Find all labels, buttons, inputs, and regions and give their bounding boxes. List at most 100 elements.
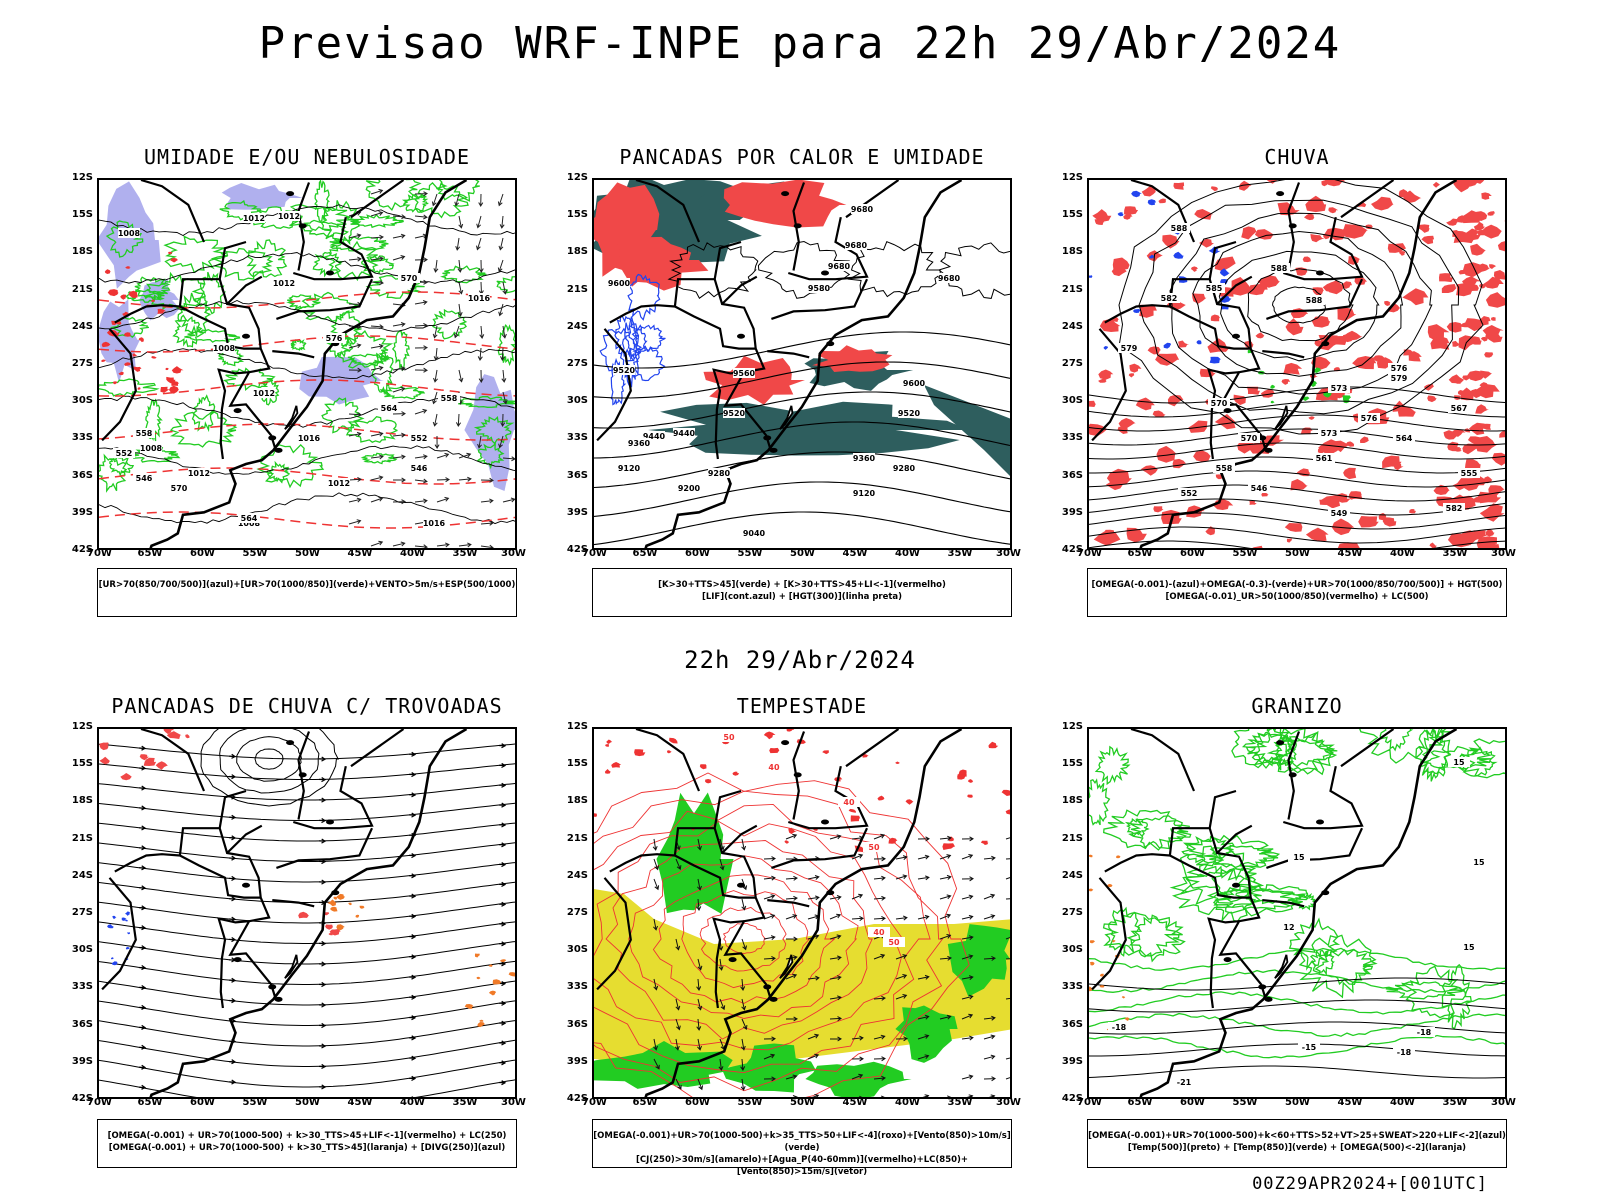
streamline-arrow	[138, 805, 147, 811]
wind-vector	[939, 955, 952, 961]
legend-line: [OMEGA(-0.001)+UR>70(1000-500)+k>35_TTS>…	[593, 1131, 1011, 1153]
contour-label-bg	[613, 365, 635, 375]
wind-vector	[414, 233, 428, 239]
streamline-arrow	[228, 753, 237, 759]
latitude-label: 12S	[71, 721, 93, 732]
temp850-contour	[1185, 834, 1276, 874]
wind-vector	[785, 1016, 798, 1022]
wind-vector	[458, 369, 464, 383]
longitude-label: 30W	[501, 1097, 526, 1108]
contour-label: 9280	[708, 469, 731, 478]
rain-area	[1152, 410, 1166, 418]
wind-vector	[497, 193, 504, 207]
omega-strong-area	[1312, 367, 1321, 373]
longitude-label: 50W	[1285, 1097, 1310, 1108]
country-state-border	[771, 827, 868, 869]
rain-area	[1312, 287, 1324, 296]
wind-vector	[939, 1014, 952, 1020]
contour-label-bg	[838, 797, 860, 807]
wind-vector	[414, 478, 428, 484]
country-state-border	[635, 729, 701, 792]
contour-label-bg	[140, 443, 162, 453]
precipitable-water-detail	[634, 749, 646, 757]
precipitable-water-detail	[784, 840, 789, 844]
temp850-contour	[1181, 836, 1235, 864]
contour-label-bg	[1213, 463, 1235, 473]
small-lake	[763, 984, 772, 990]
contour-label-bg	[733, 368, 755, 378]
longitude-label: 40W	[895, 548, 920, 559]
latitude-label: 36S	[566, 1018, 588, 1030]
rain-area	[1384, 300, 1391, 306]
longitude-label: 55W	[737, 1097, 763, 1108]
panel-title-pancadas-calor: PANCADAS POR CALOR E UMIDADE	[619, 145, 985, 169]
wind-vector	[392, 541, 406, 547]
rain-area	[1147, 346, 1161, 355]
wind-vector	[763, 935, 776, 940]
country-state-border	[101, 328, 137, 442]
streamline-arrow	[228, 814, 237, 820]
rain-area	[1089, 400, 1096, 407]
wind-vector	[502, 281, 508, 295]
wind-vector	[895, 994, 908, 1000]
wind-vector	[697, 1078, 704, 1091]
country-state-border	[101, 877, 137, 991]
latitude-label: 33S	[1061, 981, 1083, 993]
streamline-arrow	[318, 981, 327, 988]
rain-area	[1481, 192, 1492, 200]
humidity-low-levels-contour	[321, 397, 365, 434]
wind-vector	[696, 978, 702, 991]
latitude-label: 21S	[566, 283, 588, 295]
rain-area	[1461, 180, 1480, 187]
k-tts-area	[648, 401, 969, 456]
wind-vector	[851, 853, 864, 860]
rain-area	[1452, 340, 1461, 347]
wind-vector	[917, 1034, 930, 1040]
country-state-border	[635, 180, 701, 243]
temp850-contour	[1421, 729, 1452, 782]
rain-area	[1118, 418, 1136, 429]
wind-vector	[895, 855, 908, 860]
humidity-low-levels-contour	[129, 446, 181, 463]
contour-label-bg	[118, 228, 140, 238]
forecast-time-subtitle: 22h 29/Abr/2024	[684, 646, 916, 674]
humidity-low-levels-contour	[312, 251, 344, 278]
contour-label: 9580	[808, 284, 831, 293]
small-lake	[781, 191, 790, 197]
wind-vector	[741, 838, 747, 851]
wind850-area	[721, 1043, 822, 1093]
country-state-border	[1104, 853, 1170, 873]
contour-label: 582	[1446, 504, 1463, 513]
wind-vector	[348, 431, 362, 437]
omega500-area	[1121, 996, 1126, 999]
divergence-area	[111, 957, 114, 960]
thickness-detail	[128, 290, 138, 299]
wind-vector	[740, 1038, 746, 1051]
temp850-contour	[1359, 729, 1451, 764]
thickness-detail	[120, 294, 127, 300]
instability-area	[488, 990, 496, 996]
streamline-arrow	[498, 802, 507, 808]
wind-vector	[348, 367, 362, 373]
wind-vector	[414, 367, 428, 373]
country-state-border	[712, 368, 745, 460]
country-state-border	[845, 729, 900, 768]
legend-line: [Temp(500)](preto) + [Temp(850)](verde) …	[1127, 1143, 1467, 1153]
humidity-low-levels-contour	[99, 453, 128, 493]
contour-label: 1012	[328, 479, 350, 488]
wind-vector	[392, 366, 406, 371]
thickness-detail	[170, 257, 179, 263]
country-state-border	[276, 278, 373, 320]
pressure-isobar	[99, 348, 515, 380]
rain-area	[1470, 243, 1486, 256]
small-lake	[1288, 772, 1297, 778]
thickness-detail	[123, 332, 131, 337]
contour-label: 579	[1391, 374, 1408, 383]
streamline-arrow	[138, 1024, 147, 1031]
thickness-detail	[151, 356, 157, 359]
rain-area	[1153, 506, 1164, 513]
streamline	[99, 1020, 515, 1047]
longitude-label: 35W	[452, 1097, 478, 1108]
streamline-arrow	[498, 1040, 507, 1046]
wind-vector	[675, 998, 681, 1011]
